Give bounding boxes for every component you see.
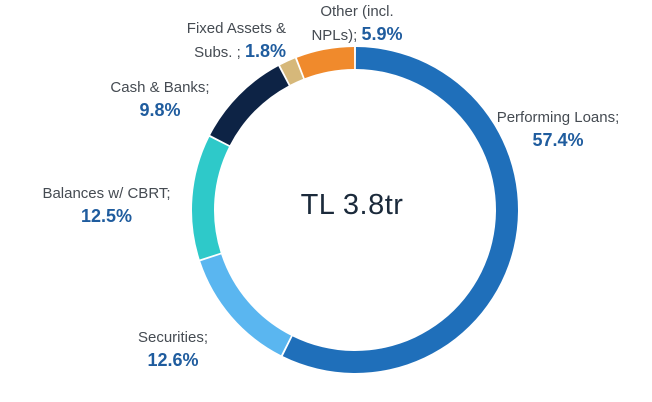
- donut-slice-cash-banks: [210, 66, 289, 146]
- label-balances-cbrt-pct: 12.5%: [80, 206, 133, 226]
- label-securities-name: Securities;: [137, 329, 209, 346]
- label-fixed-assets-pct: 1.8%: [244, 41, 286, 61]
- label-cash-banks-name: Cash & Banks;: [110, 79, 210, 96]
- label-securities-pct: 12.6%: [147, 350, 199, 370]
- label-other-npls-name-2: NPLs); 5.9%: [292, 23, 422, 47]
- center-total-label: TL 3.8tr: [300, 189, 404, 221]
- label-performing-loans: Performing Loans; 57.4%: [478, 107, 638, 151]
- label-fixed-assets-name-2: Subs. ; 1.8%: [150, 40, 286, 64]
- label-balances-cbrt-name: Balances w/ CBRT;: [42, 185, 171, 202]
- donut-slice-balances-w-cbrt: [192, 136, 229, 260]
- donut-slice-fixed-assets-subs: [280, 58, 304, 85]
- label-performing-loans-pct: 57.4%: [532, 130, 584, 150]
- donut-slice-securities: [200, 254, 292, 356]
- label-cash-banks: Cash & Banks; 9.8%: [100, 77, 220, 121]
- donut-slice-other-incl-npls: [296, 47, 355, 79]
- label-other-npls: Other (incl. NPLs); 5.9%: [292, 1, 422, 47]
- label-other-npls-name-1: Other (incl.: [320, 3, 394, 20]
- label-securities: Securities; 12.6%: [118, 327, 228, 371]
- label-fixed-assets-name-1: Fixed Assets &: [186, 20, 286, 37]
- label-fixed-assets-name-2-text: Subs. ;: [194, 44, 241, 61]
- label-fixed-assets: Fixed Assets & Subs. ; 1.8%: [150, 18, 286, 64]
- label-other-npls-name-2-text: NPLs);: [311, 27, 358, 44]
- label-balances-cbrt: Balances w/ CBRT; 12.5%: [24, 183, 189, 227]
- label-other-npls-pct: 5.9%: [361, 24, 403, 44]
- label-cash-banks-pct: 9.8%: [139, 100, 181, 120]
- label-performing-loans-name: Performing Loans;: [496, 109, 620, 126]
